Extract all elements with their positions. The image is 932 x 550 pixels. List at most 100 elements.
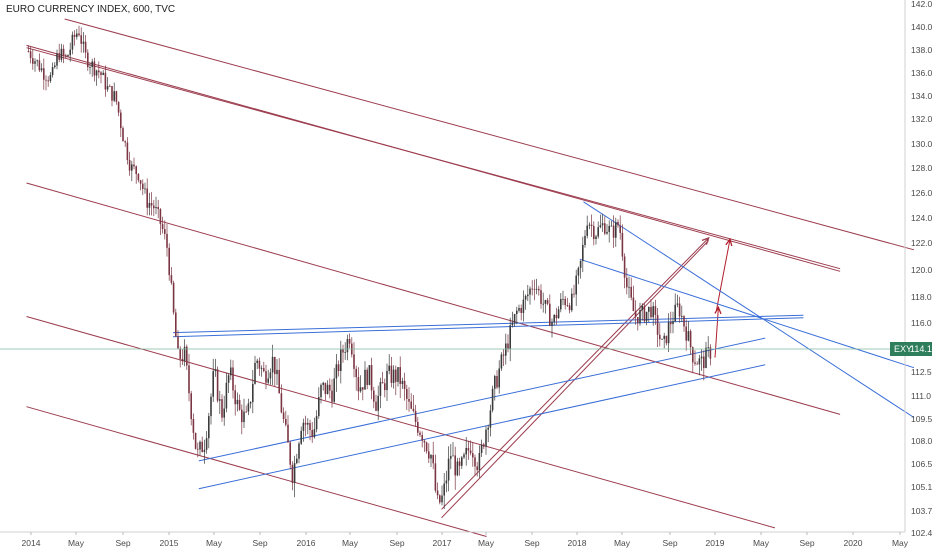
candle-body [227,375,230,383]
candle-body [707,347,709,349]
y-tick-label: 108.0 [911,436,932,446]
candle-body [271,356,274,373]
candle-body [183,346,186,362]
trendline[interactable] [198,364,766,490]
candle-body [232,367,234,391]
candle-body [60,48,63,60]
x-tick-label: 2019 [706,538,725,548]
candle-body [628,286,630,288]
candle-body [562,298,564,300]
candle-body [500,354,503,369]
candle-body [236,399,239,405]
candle-body [331,390,333,402]
candle-body [663,335,665,339]
trendline[interactable] [26,47,841,270]
x-tick-label: 2020 [844,538,863,548]
trendline[interactable] [714,307,719,358]
candle-body [494,376,496,389]
y-tick-label: 128.0 [911,163,932,173]
candle-body [458,461,461,466]
candle-body [685,326,687,341]
trendline[interactable] [64,18,915,251]
y-tick-label: 126.0 [911,188,932,198]
trendline[interactable] [441,237,709,510]
candle-body [599,225,602,228]
trendline[interactable] [583,201,915,418]
candle-body [656,314,659,335]
candle-body [681,316,683,317]
candle-body [623,256,626,278]
candle-body [610,225,613,227]
candle-body [201,441,203,452]
candle-body [313,429,316,438]
candle-body [579,260,582,268]
candle-body [390,365,393,383]
trendline[interactable] [172,314,804,334]
candle-body [194,432,197,449]
candle-body [177,336,179,349]
candle-body [311,430,313,438]
candle-body [238,399,241,410]
candle-body [630,286,632,298]
candle-body [516,310,518,315]
candle-body [62,48,65,56]
candle-body [474,457,476,467]
candle-body [373,390,375,402]
candle-body [423,440,426,443]
trendline[interactable] [26,406,487,537]
trendlines[interactable] [26,18,915,537]
candle-body [406,389,408,399]
candle-body [76,33,78,37]
candle-body [593,226,595,239]
candle-body [491,388,494,411]
candle-body [575,275,577,295]
candle-body [507,343,509,349]
candle-body [320,384,322,398]
candle-body [285,419,287,425]
x-tick-label: 2016 [297,538,316,548]
candle-body [443,483,445,496]
candle-body [353,354,355,369]
candle-body [254,362,256,384]
candle-body [597,227,599,237]
candle-body [379,382,382,396]
y-tick-label: 134.0 [911,91,932,101]
candle-body [531,288,533,290]
trendline[interactable] [26,182,841,415]
candle-body [95,70,98,76]
candle-body [104,72,107,90]
trendline[interactable] [26,316,776,529]
candle-body [606,231,608,234]
x-tick-label: Sep [115,538,130,548]
trendline[interactable] [198,337,766,462]
candle-body [113,91,115,101]
trendline[interactable] [579,258,915,369]
y-tick-label: 140.0 [911,22,932,32]
trendline[interactable] [172,317,804,338]
candle-body [434,463,437,491]
candle-body [359,387,362,392]
candle-body [210,396,212,417]
candle-body [518,308,520,311]
candle-body [190,393,192,420]
y-tick-label: 105.1 [911,482,932,492]
candle-body [654,306,657,315]
candle-body [381,382,384,384]
candle-body [340,349,342,371]
candle-body [538,288,540,291]
candle-body [362,387,364,390]
candle-body [80,35,82,44]
candle-body [601,223,604,226]
candle-body [637,317,639,324]
candle-body [337,364,340,371]
candle-body [566,305,569,306]
x-tick-label: Sep [389,538,404,548]
candle-body [38,60,41,71]
candle-body [56,53,58,66]
candle-body [544,300,547,304]
candle-body [502,354,505,356]
candle-body [344,352,346,353]
trendline[interactable] [716,239,731,311]
candle-body [27,51,30,52]
